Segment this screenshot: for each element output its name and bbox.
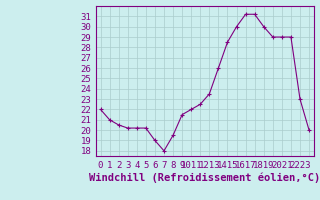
X-axis label: Windchill (Refroidissement éolien,°C): Windchill (Refroidissement éolien,°C) (89, 173, 320, 183)
